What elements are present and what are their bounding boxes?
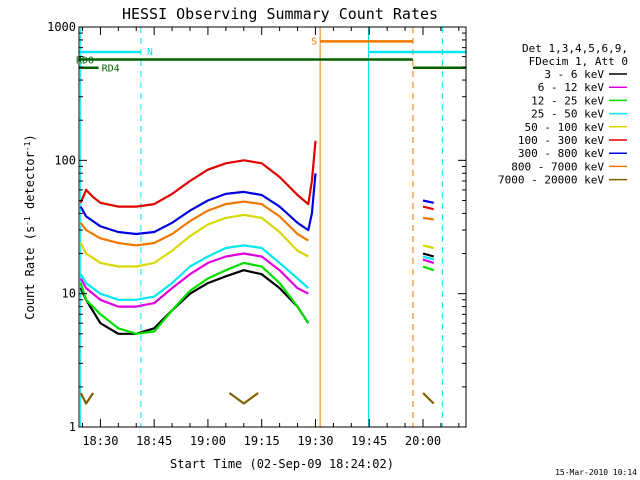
y-axis-label-exp1: -1 [23, 216, 32, 226]
series-line-100-300-kev-1 [79, 140, 317, 208]
y-axis-label-mid: detector [23, 151, 37, 216]
x-tick-label-18-30: 18:30 [82, 434, 118, 448]
legend-label-100-300-kev: 100 - 300 keV [518, 134, 604, 147]
plot-area: N S RD0 RD4 [76, 27, 466, 427]
series-line-6-12-kev-1 [79, 252, 309, 308]
legend-label-3-6-kev: 3 - 6 keV [544, 68, 604, 81]
legend: Det 1,3,4,5,6,9,FDecim 1, Att 03 - 6 keV… [498, 42, 628, 187]
y-axis-label: Count Rate (s-1 detector-1) [23, 134, 38, 319]
series-line-7000-20000-kev-2 [228, 392, 259, 405]
chart-title: HESSI Observing Summary Count Rates [122, 5, 438, 23]
y-axis-label-main: Count Rate (s [23, 226, 37, 320]
series-line-3-6-kev-1 [79, 269, 310, 335]
legend-label-6-12-kev: 6 - 12 keV [538, 81, 605, 94]
legend-header-1: Det 1,3,4,5,6,9, [522, 42, 628, 55]
y-axis-label-end: ) [23, 134, 37, 141]
x-tick-label-19-45: 19:45 [351, 434, 387, 448]
flag-label-s: S [311, 36, 317, 47]
series-line-300-800-kev-1 [79, 173, 317, 236]
x-tick-label-18-45: 18:45 [136, 434, 172, 448]
legend-header-2: FDecim 1, Att 0 [529, 55, 628, 68]
legend-label-25-50-kev: 25 - 50 keV [531, 108, 604, 121]
series-line-7000-20000-kev-3 [422, 392, 435, 405]
x-tick-label-20-00: 20:00 [405, 434, 441, 448]
y-tick-label-1: 1 [69, 420, 76, 434]
series-line-50-100-kev-2 [422, 244, 434, 250]
flag-label-rd4: RD4 [102, 64, 120, 75]
legend-label-800-7000-kev: 800 - 7000 keV [511, 160, 604, 173]
series-line-6-12-kev-2 [422, 258, 435, 264]
flag-label-n: N [147, 47, 153, 58]
series-line-7000-20000-kev-1 [79, 392, 95, 405]
legend-label-12-25-kev: 12 - 25 keV [531, 94, 604, 107]
series-line-800-7000-kev-2 [422, 216, 434, 221]
x-tick-label-19-30: 19:30 [297, 434, 333, 448]
series-line-50-100-kev-1 [79, 213, 309, 268]
series-line-300-800-kev-2 [422, 199, 434, 204]
series-line-25-50-kev-1 [79, 244, 310, 301]
x-tick-label-19-15: 19:15 [244, 434, 280, 448]
series-line-3-6-kev-2 [422, 252, 434, 258]
y-tick-label-100: 100 [54, 153, 76, 167]
axis-ticks: 18:30 18:45 19:00 19:15 19:30 19:45 20:00 1 10 10… [47, 20, 466, 448]
y-tick-label-10: 10 [62, 287, 76, 301]
series-line-12-25-kev-1 [79, 261, 310, 335]
series-line-100-300-kev-2 [422, 205, 434, 211]
legend-label-300-800-kev: 300 - 800 keV [518, 147, 604, 160]
legend-label-7000-20000-kev: 7000 - 20000 keV [498, 174, 604, 187]
series-line-25-50-kev-2 [422, 255, 435, 261]
flag-label-rd0: RD0 [76, 56, 94, 67]
timestamp: 15-Mar-2010 10:14 [555, 468, 637, 477]
x-tick-label-19-00: 19:00 [190, 434, 226, 448]
y-axis-label-exp2: -1 [23, 141, 32, 151]
legend-label-50-100-kev: 50 - 100 keV [525, 121, 605, 134]
plot-frame [78, 26, 467, 428]
x-axis-label: Start Time (02-Sep-09 18:24:02) [170, 457, 394, 471]
y-tick-label-1000: 1000 [47, 20, 76, 34]
series-line-800-7000-kev-1 [79, 200, 309, 247]
series-line-12-25-kev-2 [422, 265, 435, 272]
